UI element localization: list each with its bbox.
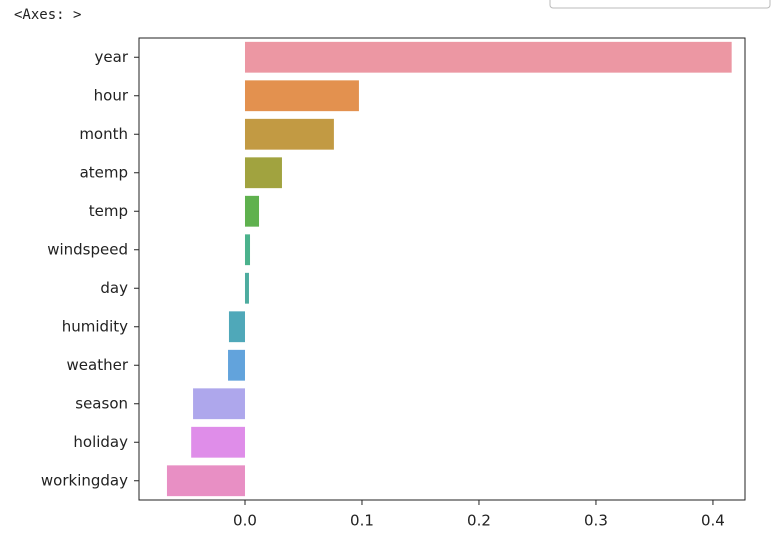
- y-tick-label: year: [95, 48, 129, 66]
- y-tick-label: workingday: [41, 471, 128, 489]
- bar: [228, 349, 245, 381]
- axes-frame: [138, 37, 746, 501]
- y-tick-label: hour: [94, 86, 129, 104]
- bar: [193, 388, 245, 420]
- y-tick-label: month: [79, 125, 128, 143]
- x-tick-label: 0.2: [467, 512, 491, 530]
- output-label: <Axes: >: [14, 7, 81, 23]
- y-tick-label: windspeed: [47, 240, 128, 258]
- bar: [228, 311, 245, 343]
- x-tick-label: 0.4: [701, 512, 725, 530]
- bar: [244, 80, 359, 112]
- x-tick-label: 0.1: [350, 512, 374, 530]
- x-tick-label: 0.0: [233, 512, 257, 530]
- bar: [191, 426, 245, 458]
- bar: [244, 234, 251, 266]
- bar: [244, 118, 334, 150]
- bar: [244, 195, 260, 227]
- y-tick-label: season: [75, 394, 128, 412]
- y-tick-label: day: [100, 279, 128, 297]
- y-tick-label: humidity: [62, 317, 128, 335]
- toolbar: [549, 0, 771, 9]
- y-tick-label: holiday: [73, 433, 128, 451]
- y-tick-label: atemp: [80, 163, 128, 181]
- bar: [244, 272, 249, 304]
- x-tick-label: 0.3: [584, 512, 608, 530]
- y-tick-label: temp: [89, 202, 128, 220]
- bar: [244, 41, 732, 73]
- bar: [166, 465, 245, 497]
- bar: [244, 157, 282, 189]
- y-tick-label: weather: [67, 356, 129, 374]
